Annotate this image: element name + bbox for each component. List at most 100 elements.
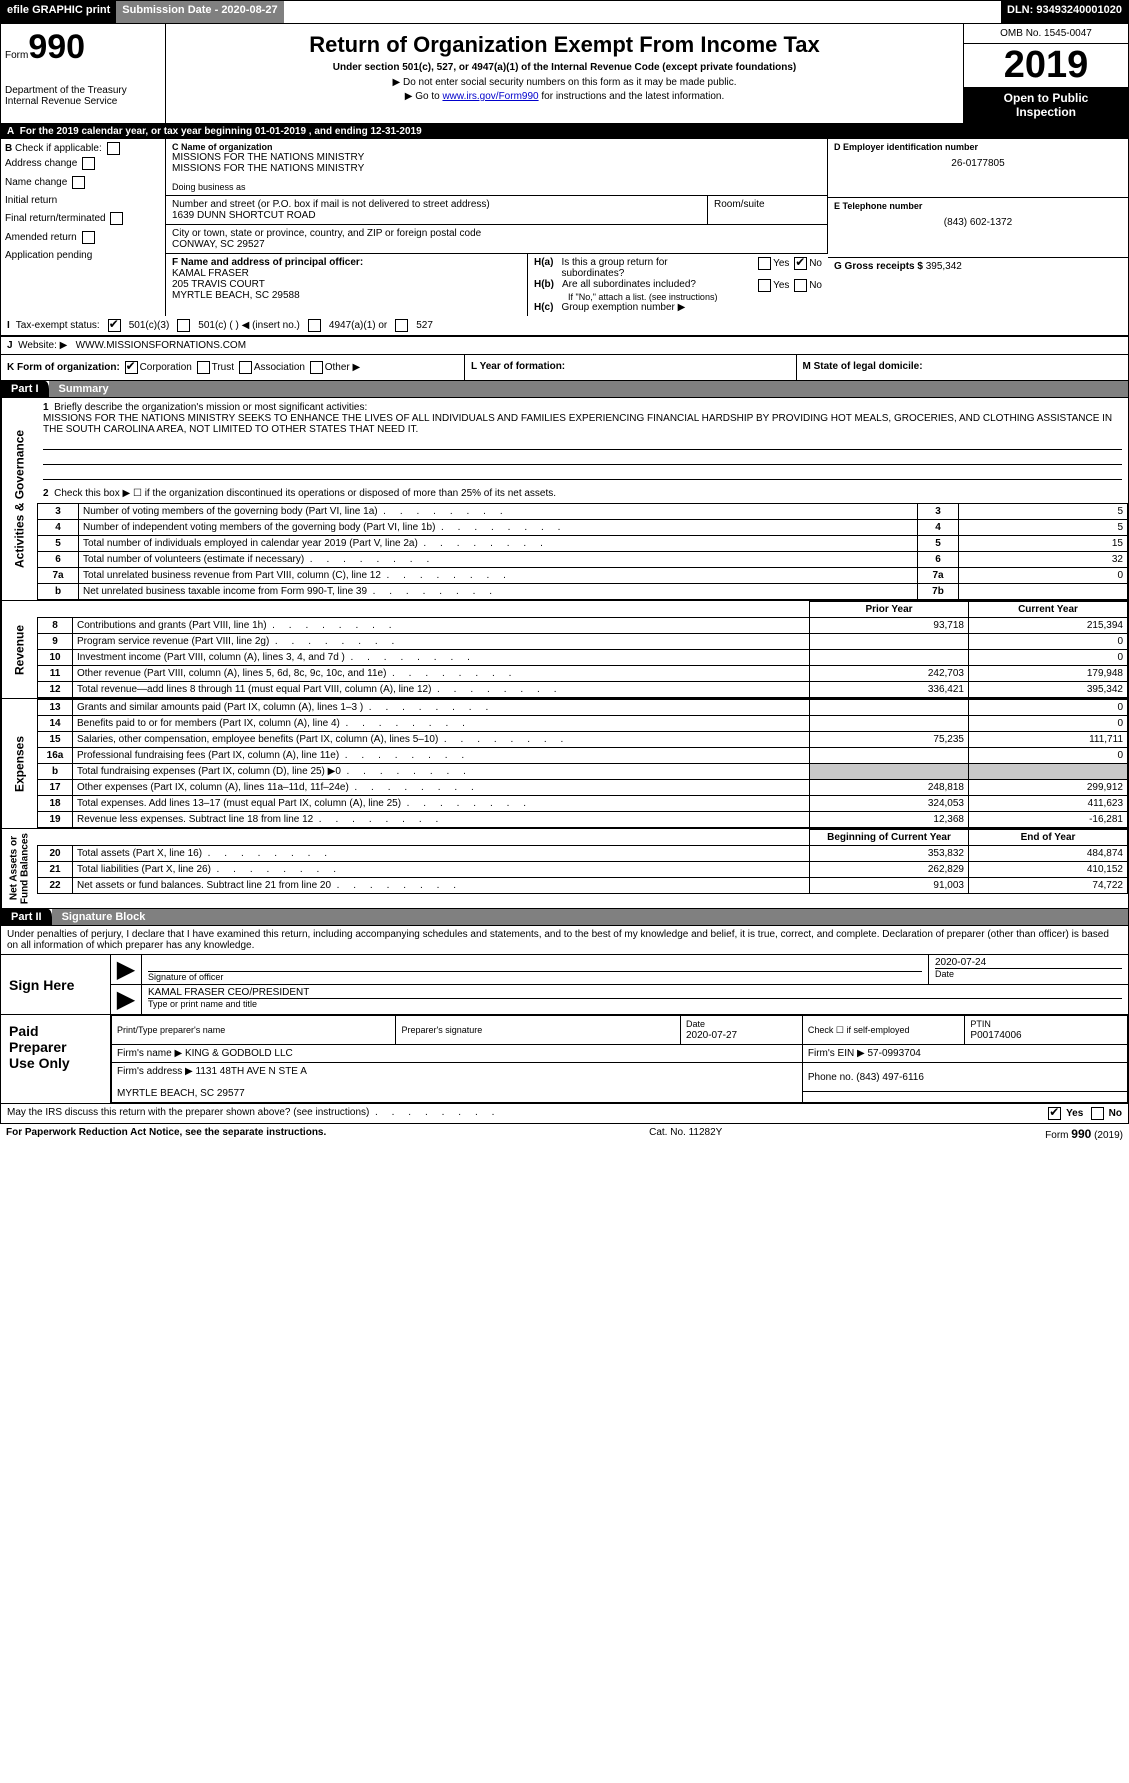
paid-preparer-label: Paid Preparer Use Only: [1, 1015, 111, 1103]
eoy-header: End of Year: [969, 830, 1128, 846]
checkbox-icon[interactable]: [1048, 1107, 1061, 1120]
line-number: 20: [38, 846, 73, 862]
checkbox-icon[interactable]: [82, 157, 95, 170]
line-desc: Total assets (Part X, line 16): [73, 846, 810, 862]
street-value: 1639 DUNN SHORTCUT ROAD: [172, 210, 701, 221]
prior-year-value: 93,718: [810, 618, 969, 634]
line-desc: Program service revenue (Part VIII, line…: [73, 634, 810, 650]
line-number: 15: [38, 732, 73, 748]
current-year-value: -16,281: [969, 812, 1128, 828]
city-value: CONWAY, SC 29527: [172, 239, 821, 250]
hc-label: H(c): [534, 302, 553, 313]
b-item[interactable]: Application pending: [5, 250, 161, 261]
table-row: 4 Number of independent voting members o…: [38, 520, 1128, 536]
preparer-row-1: Print/Type preparer's name Preparer's si…: [112, 1016, 1128, 1045]
box-number: 7a: [918, 568, 959, 584]
box-number: 3: [918, 504, 959, 520]
ha-label: H(a): [534, 257, 553, 268]
line-desc: Total fundraising expenses (Part IX, col…: [73, 764, 810, 780]
table-row: 3 Number of voting members of the govern…: [38, 504, 1128, 520]
ruled-line: [43, 465, 1122, 480]
entity-block: B Check if applicable: Address change Na…: [0, 139, 1129, 316]
i-label: Tax-exempt status:: [16, 320, 100, 331]
line-desc: Other revenue (Part VIII, column (A), li…: [73, 666, 810, 682]
checkbox-icon[interactable]: [758, 279, 771, 292]
checkbox-icon[interactable]: [125, 361, 138, 374]
checkbox-icon[interactable]: [197, 361, 210, 374]
line1-label: Briefly describe the organization's miss…: [54, 402, 367, 413]
checkbox-icon[interactable]: [108, 319, 121, 332]
line-number: 14: [38, 716, 73, 732]
current-year-value: 0: [969, 716, 1128, 732]
checkbox-icon[interactable]: [1091, 1107, 1104, 1120]
cat-no: Cat. No. 11282Y: [649, 1127, 722, 1141]
checkbox-icon[interactable]: [177, 319, 190, 332]
ruled-line: [43, 435, 1122, 450]
checkbox-icon[interactable]: [395, 319, 408, 332]
line-number: 6: [38, 552, 79, 568]
omb-number: OMB No. 1545-0047: [964, 24, 1128, 44]
checkbox-icon[interactable]: [310, 361, 323, 374]
goto-pre: ▶ Go to: [405, 91, 443, 102]
activities-governance-section: Activities & Governance 1 Briefly descri…: [0, 398, 1129, 601]
d-label: D Employer identification number: [834, 142, 1122, 152]
section-d: D Employer identification number 26-0177…: [828, 139, 1128, 198]
prior-year-value: [810, 716, 969, 732]
sign-here-grid: Sign Here ▶ Signature of officer 2020-07…: [1, 955, 1128, 1014]
discuss-row: May the IRS discuss this return with the…: [0, 1104, 1129, 1124]
preparer-row-2: Firm's name ▶ KING & GODBOLD LLC Firm's …: [112, 1045, 1128, 1063]
hb-note: If "No," attach a list. (see instruction…: [534, 292, 822, 302]
a-mid: , and ending: [306, 126, 370, 137]
line-number: 3: [38, 504, 79, 520]
line-number: 13: [38, 700, 73, 716]
e-label: E Telephone number: [834, 201, 1122, 211]
b-item[interactable]: Name change: [5, 176, 161, 189]
b-item[interactable]: Initial return: [5, 195, 161, 206]
checkbox-icon[interactable]: [308, 319, 321, 332]
prior-year-value: 242,703: [810, 666, 969, 682]
line-desc: Revenue less expenses. Subtract line 18 …: [73, 812, 810, 828]
officer-type-label: Type or print name and title: [148, 999, 1122, 1009]
checkbox-icon[interactable]: [82, 231, 95, 244]
website-value: WWW.MISSIONSFORNATIONS.COM: [76, 340, 246, 351]
officer-addr1: 205 TRAVIS COURT: [172, 279, 521, 290]
checkbox-icon[interactable]: [794, 257, 807, 270]
checkbox-icon[interactable]: [72, 176, 85, 189]
f-label: F Name and address of principal officer:: [172, 257, 521, 268]
prior-year-value: 248,818: [810, 780, 969, 796]
part2-header: Part II Signature Block: [0, 909, 1129, 926]
paid-preparer-block: Paid Preparer Use Only Print/Type prepar…: [0, 1015, 1129, 1104]
b-item[interactable]: Address change: [5, 157, 161, 170]
box-number: 6: [918, 552, 959, 568]
checkbox-icon[interactable]: [794, 279, 807, 292]
prior-year-value: 336,421: [810, 682, 969, 698]
line-number: 8: [38, 618, 73, 634]
line-desc: Other expenses (Part IX, column (A), lin…: [73, 780, 810, 796]
table-row: 8 Contributions and grants (Part VIII, l…: [38, 618, 1128, 634]
line-number: 10: [38, 650, 73, 666]
boy-value: 91,003: [810, 878, 969, 894]
irs-link[interactable]: www.irs.gov/Form990: [442, 91, 538, 102]
b-item[interactable]: Amended return: [5, 231, 161, 244]
prior-year-value: 75,235: [810, 732, 969, 748]
city-label: City or town, state or province, country…: [172, 228, 821, 239]
k-label: K Form of organization:: [7, 362, 120, 373]
current-year-value: 395,342: [969, 682, 1128, 698]
prior-year-value: 324,053: [810, 796, 969, 812]
checkbox-icon[interactable]: [107, 142, 120, 155]
checkbox-icon[interactable]: [239, 361, 252, 374]
table-row: 17 Other expenses (Part IX, column (A), …: [38, 780, 1128, 796]
checkbox-icon[interactable]: [758, 257, 771, 270]
prep-date-label: Date: [686, 1019, 705, 1029]
current-year-value: 0: [969, 748, 1128, 764]
right-info-col: D Employer identification number 26-0177…: [828, 139, 1128, 316]
hb-text: Are all subordinates included?: [562, 279, 748, 290]
hb-label: H(b): [534, 279, 554, 290]
part1-tab: Part I: [1, 381, 49, 397]
room-block: Room/suite: [708, 196, 828, 225]
paid-preparer-right: Print/Type preparer's name Preparer's si…: [111, 1015, 1128, 1103]
k-l-m-row: K Form of organization: Corporation Trus…: [0, 355, 1129, 381]
checkbox-icon[interactable]: [110, 212, 123, 225]
b-item[interactable]: Final return/terminated: [5, 212, 161, 225]
line-desc: Total expenses. Add lines 13–17 (must eq…: [73, 796, 810, 812]
